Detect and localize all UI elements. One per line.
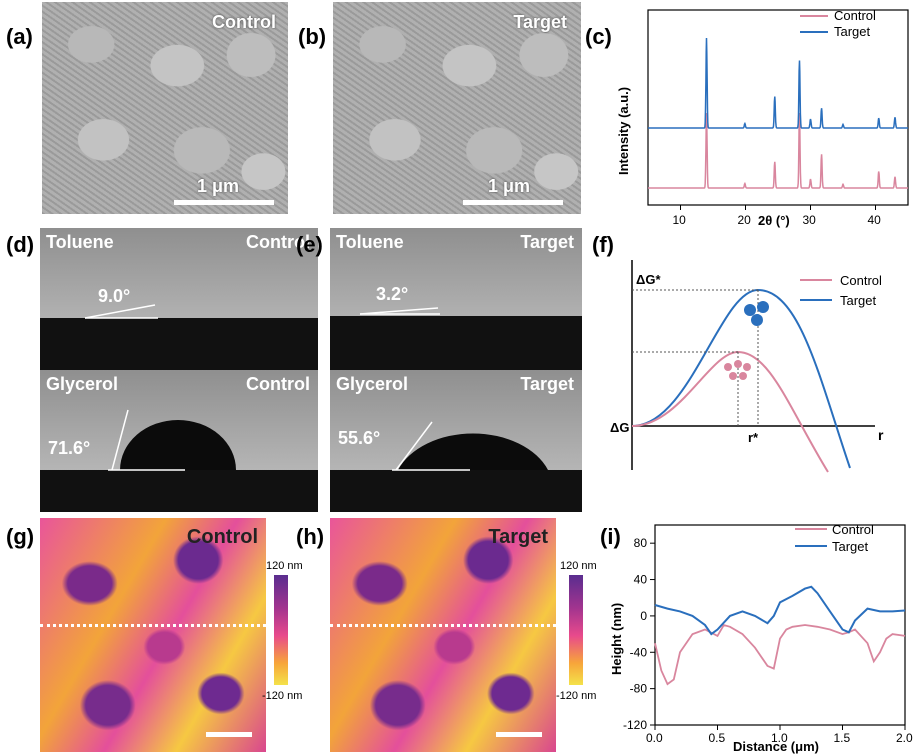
panel-label-f: (f) xyxy=(592,232,614,257)
colorbar-max: 120 nm xyxy=(560,560,597,572)
x-tick-label: 0.0 xyxy=(646,731,663,745)
scale-label: 1 μm xyxy=(488,176,531,196)
sem-image-target: Target 1 μm xyxy=(333,2,581,214)
sample-label: Target xyxy=(520,374,574,394)
colorbar-target xyxy=(569,575,583,685)
scale-bar xyxy=(174,200,274,205)
line-profile-marker xyxy=(40,624,266,627)
legend-label-control: Control xyxy=(832,522,874,537)
panel-label-g: (g) xyxy=(6,524,35,549)
y-axis-label: ΔG xyxy=(610,420,629,435)
x-tick-label: 1.5 xyxy=(834,731,851,745)
scale-bar xyxy=(206,732,252,737)
x-tick-label: 10 xyxy=(673,213,687,227)
scale-label: 1 μm xyxy=(197,176,240,196)
y-axis-label: Height (nm) xyxy=(609,603,624,675)
droplet xyxy=(392,421,548,471)
x-tick-label: 20 xyxy=(738,213,752,227)
angle-lines xyxy=(359,307,440,315)
colorbar-min: -120 nm xyxy=(262,690,303,702)
y-tick-label: 40 xyxy=(634,573,648,587)
series-line-target xyxy=(648,37,908,129)
panel-label-i: (i) xyxy=(600,524,621,549)
solvent-label: Glycerol xyxy=(46,374,119,394)
sem-title: Target xyxy=(513,12,567,32)
angle-lines xyxy=(84,304,158,319)
substrate xyxy=(330,470,582,512)
series-line-control xyxy=(648,112,908,189)
legend-label-control: Control xyxy=(840,273,882,288)
series-line-target xyxy=(654,585,906,636)
substrate xyxy=(40,318,318,370)
colorbar-control xyxy=(274,575,288,685)
y-tick-label: -40 xyxy=(630,645,648,659)
x-axis-label: 2θ (°) xyxy=(758,213,790,228)
scale-bar xyxy=(463,200,563,205)
substrate xyxy=(330,316,582,370)
x-tick-label: 40 xyxy=(868,213,882,227)
legend-label-control: Control xyxy=(834,8,876,23)
angle-value: 55.6° xyxy=(338,428,381,448)
solvent-label: Glycerol xyxy=(336,374,409,394)
contact-angle-toluene-target: Toluene Target 3.2° xyxy=(330,228,582,370)
annotation-r-star: r* xyxy=(748,430,759,445)
sample-label: Control xyxy=(246,374,310,394)
x-tick-label: 0.5 xyxy=(709,731,726,745)
angle-value: 71.6° xyxy=(48,438,91,458)
legend-label-target: Target xyxy=(832,539,869,554)
colorbar-max: 120 nm xyxy=(266,560,303,572)
sample-label: Control xyxy=(246,232,310,252)
scale-bar xyxy=(496,732,542,737)
legend-label-target: Target xyxy=(834,24,871,39)
plot-frame xyxy=(647,9,909,206)
y-tick-label: -80 xyxy=(630,682,648,696)
height-profile-chart: 0.0 0.5 1.0 1.5 2.0 -120 -80 -40 0 40 80 Control T… xyxy=(609,522,913,754)
annotation-dg-star: ΔG* xyxy=(636,272,661,287)
nucleation-energy-diagram: ΔG* r* ΔG r Control Target xyxy=(610,260,884,473)
sem-title: Control xyxy=(212,12,276,32)
x-axis-label: r xyxy=(878,427,884,443)
nucleus-control xyxy=(724,360,751,380)
angle-value: 9.0° xyxy=(98,286,131,306)
angle-value: 3.2° xyxy=(376,284,409,304)
y-tick-label: -120 xyxy=(623,718,647,732)
panel-label-a: (a) xyxy=(6,24,33,49)
panel-label-h: (h) xyxy=(296,524,325,549)
contact-angle-glycerol-target: Glycerol Target 55.6° xyxy=(330,370,582,512)
afm-image-target: Target xyxy=(330,518,556,752)
panel-label-c: (c) xyxy=(585,24,612,49)
x-tick-label: 30 xyxy=(803,213,817,227)
x-tick-label: 2.0 xyxy=(896,731,913,745)
sample-label: Target xyxy=(520,232,574,252)
solvent-label: Toluene xyxy=(46,232,114,252)
nucleus-target xyxy=(744,301,769,326)
line-profile-marker xyxy=(330,624,556,627)
contact-angle-toluene-control: Toluene Control 9.0° xyxy=(40,228,318,370)
x-axis-label: Distance (μm) xyxy=(733,739,819,754)
y-tick-label: 80 xyxy=(634,536,648,550)
series-line-control xyxy=(654,623,906,686)
y-axis-label: Intensity (a.u.) xyxy=(616,87,631,175)
panel-label-d: (d) xyxy=(6,232,35,257)
afm-image-control: Control xyxy=(40,518,266,752)
xrd-chart: 10 20 30 40 Control Target Intensity (a.u.)… xyxy=(616,8,909,228)
colorbar-min: -120 nm xyxy=(556,690,597,702)
x-tick-label: 1.0 xyxy=(771,731,788,745)
contact-angle-glycerol-control: Glycerol Control 71.6° xyxy=(40,370,318,512)
sem-image-control: Control 1 μm xyxy=(42,2,288,214)
afm-title: Control xyxy=(186,526,258,548)
legend-label-target: Target xyxy=(840,293,877,308)
plot-frame xyxy=(654,524,906,726)
panel-label-b: (b) xyxy=(298,24,327,49)
y-tick-label: 0 xyxy=(640,609,647,623)
droplet xyxy=(108,409,236,471)
afm-title: Target xyxy=(488,526,548,548)
solvent-label: Toluene xyxy=(336,232,404,252)
panel-label-e: (e) xyxy=(296,232,323,257)
substrate xyxy=(40,470,318,512)
